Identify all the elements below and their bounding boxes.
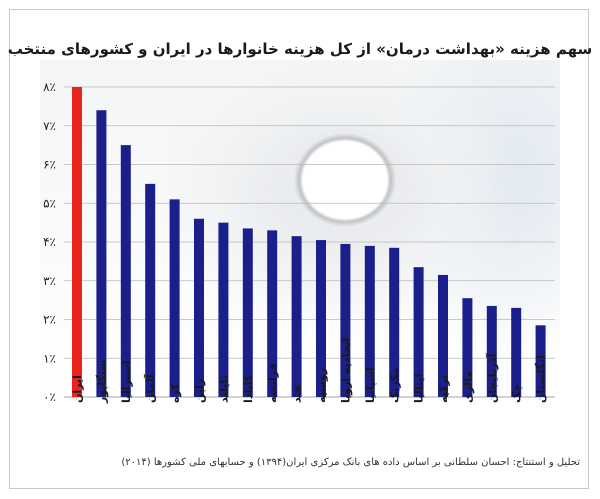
y-axis: ۰٪ ۱٪ ۲٪ ۳٪ ۴٪ ۵٪ ۶٪ ۷٪ ۸٪: [43, 80, 56, 404]
bar: [413, 267, 424, 397]
x-tick-label: آذربایجان: [485, 353, 499, 403]
bar: [242, 228, 253, 397]
bars: [72, 87, 546, 397]
y-tick-label: ۸٪: [43, 80, 56, 94]
x-tick-label: کره: [169, 383, 182, 403]
x-tick-label: آلمان: [143, 374, 157, 403]
x-tick-label: ترکیه: [437, 374, 450, 403]
x-tick-label: ایتالیا: [413, 374, 426, 403]
x-tick-label: تایلند: [217, 375, 230, 403]
bar: [340, 243, 351, 397]
bar: [462, 298, 473, 397]
bar: [145, 183, 156, 397]
x-tick-label: مالزی: [461, 371, 474, 403]
bar: [511, 307, 522, 397]
y-tick-label: ۱٪: [43, 351, 56, 365]
x-tick-label: اتحادیه اروپا: [339, 338, 352, 403]
x-tick-label: هند: [291, 385, 304, 403]
y-tick-label: ۶٪: [43, 158, 56, 172]
bar: [389, 247, 400, 397]
x-tick-label: استرالیا: [120, 361, 133, 403]
x-tick-label: اسپانیا: [364, 367, 377, 403]
y-tick-label: ۲٪: [43, 313, 56, 327]
gridlines: [64, 86, 555, 398]
bar: [120, 145, 131, 397]
bar: [535, 325, 546, 397]
bar: [169, 199, 180, 397]
y-tick-label: ۵٪: [43, 196, 56, 210]
bar: [364, 245, 375, 397]
x-tick-label: سنگاپور: [95, 360, 108, 404]
bar: [96, 110, 107, 397]
bar: [194, 218, 204, 397]
x-tick-label: کانادا: [242, 374, 255, 403]
chart-title: سهم هزینه «بهداشت درمان» از کل هزینه خان…: [7, 40, 593, 58]
bar: [267, 230, 278, 397]
bar: [316, 240, 326, 397]
y-tick-label: ۷٪: [43, 119, 56, 133]
y-tick-label: ۴٪: [43, 235, 56, 249]
x-tick-label: ژاپن: [193, 379, 206, 403]
y-tick-label: ۳٪: [43, 274, 56, 288]
bar: [291, 236, 302, 397]
bar: [438, 274, 448, 397]
x-axis: ایران سنگاپور استرالیا آلمان کره ژاپن تایلند کا…: [71, 338, 548, 404]
x-tick-label: ایران: [71, 375, 84, 403]
bar: [218, 222, 229, 397]
bar: [486, 305, 497, 397]
x-tick-label: مکزیک: [388, 368, 401, 403]
x-tick-label: انگلستان: [535, 355, 548, 403]
x-tick-label: فرانسه: [266, 363, 279, 403]
x-tick-label: چک: [510, 384, 523, 403]
source-note: تحلیل و استنتاج: احسان سلطانی بر اساس دا…: [121, 457, 580, 468]
bar: [72, 87, 82, 397]
x-tick-label: روسیه: [315, 368, 328, 403]
y-tick-label: ۰٪: [43, 390, 56, 404]
